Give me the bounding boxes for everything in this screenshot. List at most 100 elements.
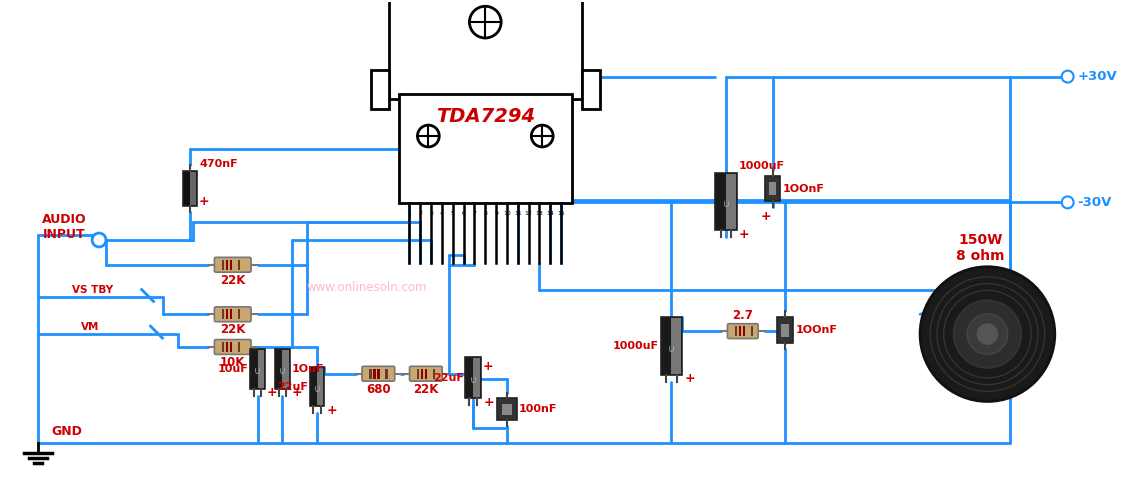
Text: 22uF: 22uF [433, 373, 463, 383]
Bar [739, 326, 742, 336]
Bar [764, 176, 781, 201]
FancyBboxPatch shape [727, 324, 758, 339]
Text: 22K: 22K [413, 383, 439, 396]
Bar [222, 309, 224, 319]
FancyBboxPatch shape [362, 366, 395, 381]
Text: +: + [484, 396, 494, 409]
Text: 11: 11 [514, 211, 522, 216]
Circle shape [954, 300, 1021, 368]
Bar [310, 367, 324, 406]
Bar [417, 369, 420, 379]
Bar [661, 317, 682, 375]
Bar [369, 369, 371, 379]
FancyBboxPatch shape [410, 366, 442, 381]
Bar [371, 70, 388, 109]
Text: +: + [739, 227, 749, 241]
Bar [743, 326, 745, 336]
Bar [226, 260, 228, 270]
Bar [238, 309, 240, 319]
Text: 100nF: 100nF [519, 404, 558, 414]
Text: +: + [761, 210, 771, 223]
Text: VM: VM [81, 322, 100, 332]
Text: 1: 1 [407, 211, 412, 216]
Bar [421, 369, 423, 379]
Text: 10uF: 10uF [218, 364, 248, 374]
Text: +: + [482, 360, 493, 373]
Circle shape [469, 6, 502, 38]
Text: 1OOnF: 1OOnF [782, 184, 825, 194]
Text: 2.7: 2.7 [733, 309, 753, 322]
Text: 15: 15 [558, 211, 565, 216]
Bar [503, 404, 512, 415]
Text: +: + [267, 386, 277, 399]
Text: +30V: +30V [1077, 70, 1118, 83]
Bar [222, 342, 224, 352]
Bar [497, 398, 517, 420]
Bar [230, 260, 232, 270]
Bar [238, 260, 240, 270]
Text: 9: 9 [494, 211, 498, 216]
FancyBboxPatch shape [214, 257, 251, 272]
Bar [778, 317, 793, 343]
Text: 1OOnF: 1OOnF [795, 325, 837, 335]
FancyBboxPatch shape [214, 340, 251, 355]
Text: 1000uF: 1000uF [739, 161, 785, 170]
Bar [258, 350, 264, 387]
Bar [283, 350, 288, 387]
Bar [222, 260, 224, 270]
Bar [715, 172, 737, 230]
Bar [183, 170, 197, 206]
Text: 5: 5 [451, 211, 454, 216]
Text: -30V: -30V [1077, 196, 1112, 209]
Circle shape [977, 324, 997, 344]
Bar [226, 342, 228, 352]
Circle shape [92, 233, 105, 247]
Text: 10K: 10K [220, 356, 246, 369]
Text: 22uF: 22uF [277, 382, 307, 392]
Bar [781, 324, 790, 337]
Bar [425, 369, 427, 379]
Text: 3: 3 [429, 211, 433, 216]
Text: 1000uF: 1000uF [613, 341, 659, 351]
Text: 10: 10 [503, 211, 511, 216]
Bar [769, 182, 776, 195]
Bar [275, 349, 289, 389]
Text: www.onlinesoln.com: www.onlinesoln.com [306, 281, 426, 294]
Bar [388, 0, 582, 99]
Text: 1OuF: 1OuF [292, 364, 324, 374]
Text: 13: 13 [535, 211, 543, 216]
Bar [582, 70, 599, 109]
Bar [726, 174, 736, 229]
Text: 8: 8 [484, 211, 487, 216]
Circle shape [532, 125, 553, 147]
Text: 150W
8 ohm: 150W 8 ohm [956, 233, 1005, 263]
Text: ∪: ∪ [470, 375, 477, 385]
Bar [238, 342, 240, 352]
Bar [377, 369, 380, 379]
Bar [473, 358, 480, 398]
Text: 14: 14 [546, 211, 554, 216]
Text: 470nF: 470nF [199, 159, 238, 169]
Bar [190, 171, 196, 205]
Circle shape [1061, 197, 1074, 208]
Text: VS TBY: VS TBY [72, 285, 113, 296]
Text: ∪: ∪ [723, 199, 729, 209]
Bar [735, 326, 737, 336]
Bar [466, 357, 481, 398]
Bar [671, 318, 681, 374]
Text: 2: 2 [419, 211, 422, 216]
Text: 22K: 22K [220, 274, 246, 287]
Text: 12: 12 [525, 211, 533, 216]
Bar [226, 309, 228, 319]
Text: ∪: ∪ [254, 366, 261, 376]
Bar [751, 326, 753, 336]
Text: TDA7294: TDA7294 [435, 107, 535, 126]
Bar [398, 94, 572, 203]
Circle shape [417, 125, 439, 147]
FancyBboxPatch shape [214, 307, 251, 322]
Text: ∪: ∪ [278, 366, 286, 376]
Bar [230, 342, 232, 352]
Text: +: + [327, 404, 337, 417]
Text: AUDIO
INPUT: AUDIO INPUT [42, 213, 86, 242]
Bar [230, 309, 232, 319]
